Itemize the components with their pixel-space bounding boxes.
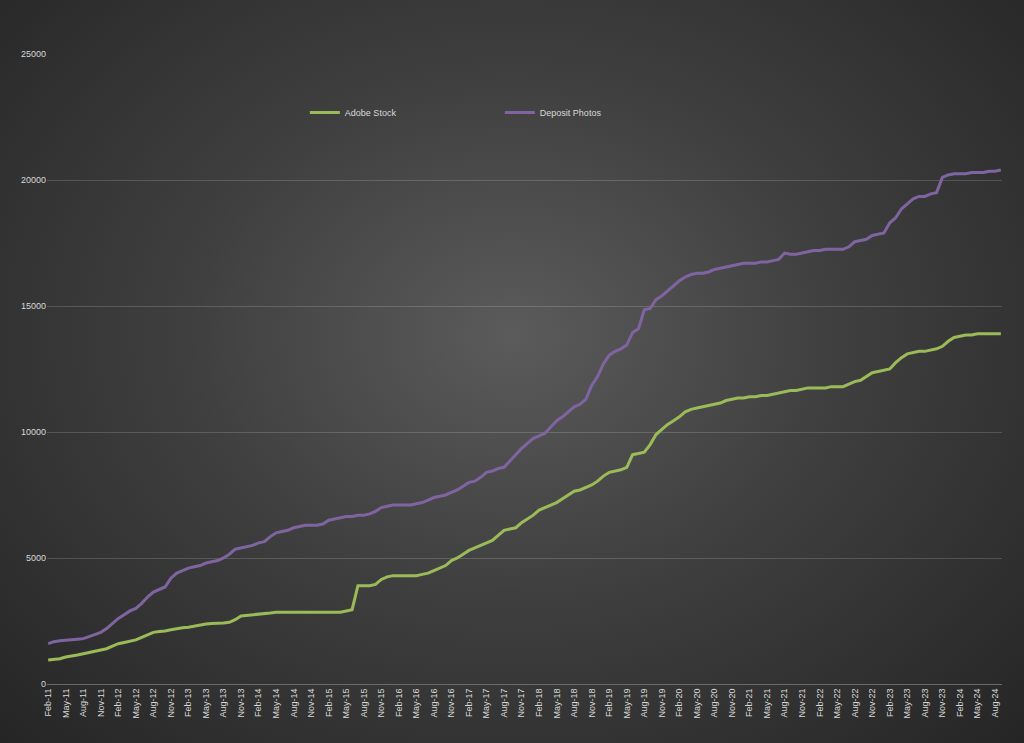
svg-text:May-14: May-14 [271,689,281,719]
svg-text:Nov-11: Nov-11 [96,689,106,717]
svg-text:Nov-18: Nov-18 [587,689,597,718]
svg-text:Aug-17: Aug-17 [499,689,509,718]
svg-text:Feb-24: Feb-24 [955,689,965,718]
svg-text:Feb-14: Feb-14 [253,689,263,718]
svg-text:Deposit Photos: Deposit Photos [540,108,602,118]
svg-text:Nov-20: Nov-20 [727,689,737,718]
svg-text:5000: 5000 [26,553,46,563]
svg-text:Aug-15: Aug-15 [359,689,369,718]
svg-text:Aug-13: Aug-13 [218,689,228,718]
svg-text:Adobe Stock: Adobe Stock [345,108,397,118]
svg-text:May-12: May-12 [131,689,141,719]
svg-text:Aug-19: Aug-19 [639,689,649,718]
svg-text:Aug-16: Aug-16 [429,689,439,718]
svg-text:May-13: May-13 [201,689,211,719]
svg-text:May-11: May-11 [61,689,71,718]
svg-text:Aug-22: Aug-22 [850,689,860,718]
svg-text:Feb-13: Feb-13 [183,689,193,718]
svg-text:Feb-12: Feb-12 [113,689,123,718]
svg-text:Feb-23: Feb-23 [885,689,895,718]
svg-text:25000: 25000 [21,49,46,59]
svg-text:Aug-23: Aug-23 [920,689,930,718]
svg-text:May-17: May-17 [481,689,491,719]
svg-text:Feb-19: Feb-19 [604,689,614,718]
svg-text:May-15: May-15 [341,689,351,719]
svg-text:May-20: May-20 [692,689,702,719]
svg-text:0: 0 [41,679,46,689]
svg-text:Nov-22: Nov-22 [867,689,877,718]
svg-text:Nov-16: Nov-16 [446,689,456,718]
svg-text:May-19: May-19 [622,689,632,719]
svg-text:May-18: May-18 [552,689,562,719]
svg-text:Nov-15: Nov-15 [376,689,386,718]
svg-text:Nov-17: Nov-17 [517,689,527,718]
svg-text:20000: 20000 [21,175,46,185]
svg-text:Aug-24: Aug-24 [990,689,1000,718]
svg-text:Aug-18: Aug-18 [569,689,579,718]
svg-text:Aug-20: Aug-20 [709,689,719,718]
svg-text:May-16: May-16 [411,689,421,719]
svg-text:15000: 15000 [21,301,46,311]
svg-text:Feb-20: Feb-20 [674,689,684,718]
svg-text:Nov-19: Nov-19 [657,689,667,718]
svg-text:Feb-22: Feb-22 [815,689,825,718]
svg-text:Nov-12: Nov-12 [166,689,176,718]
svg-text:May-22: May-22 [832,689,842,719]
svg-text:Aug-21: Aug-21 [780,689,790,718]
svg-text:10000: 10000 [21,427,46,437]
svg-text:Feb-21: Feb-21 [744,689,754,718]
svg-text:Feb-16: Feb-16 [394,689,404,718]
svg-text:Nov-23: Nov-23 [937,689,947,718]
svg-text:May-21: May-21 [762,689,772,719]
svg-text:Feb-18: Feb-18 [534,689,544,718]
svg-text:Nov-13: Nov-13 [236,689,246,718]
svg-text:May-24: May-24 [972,689,982,719]
svg-text:Aug-11: Aug-11 [78,689,88,717]
svg-text:Nov-21: Nov-21 [797,689,807,718]
svg-text:Aug-12: Aug-12 [148,689,158,718]
svg-text:Feb-11: Feb-11 [43,689,53,717]
svg-text:Feb-17: Feb-17 [464,689,474,718]
svg-text:Nov-14: Nov-14 [306,689,316,718]
svg-text:Aug-14: Aug-14 [289,689,299,718]
svg-text:Feb-15: Feb-15 [324,689,334,718]
svg-text:May-23: May-23 [902,689,912,719]
